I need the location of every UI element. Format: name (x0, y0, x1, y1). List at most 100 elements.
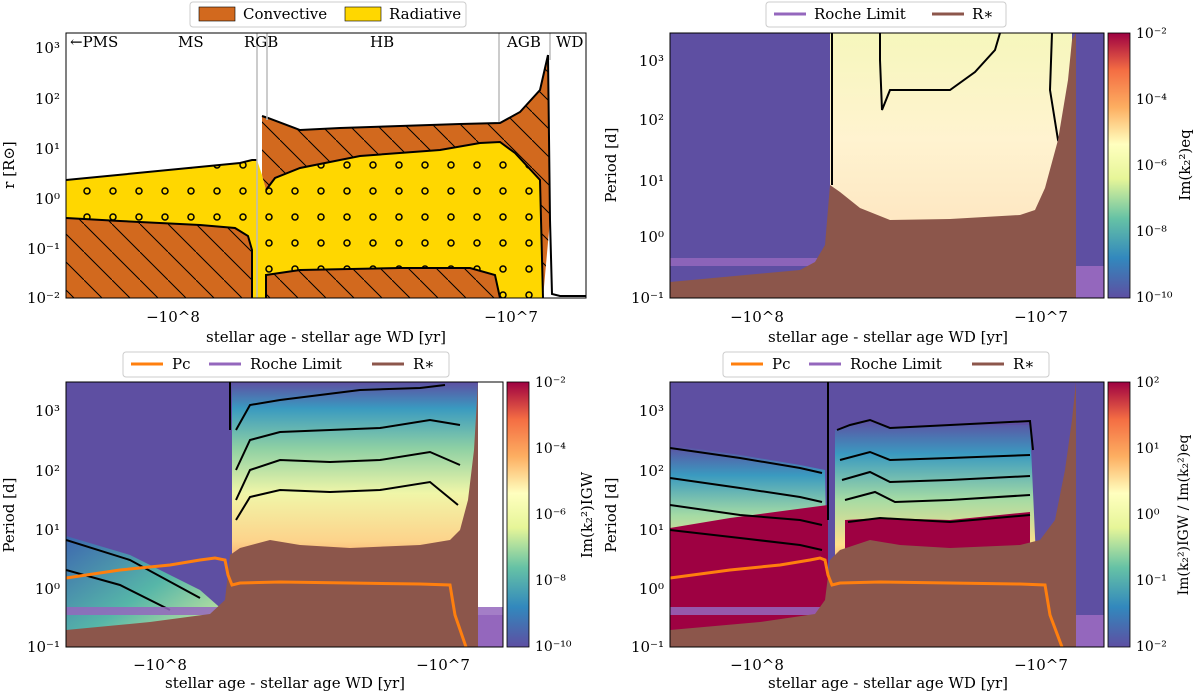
x-tick-label: −10^8 (730, 308, 784, 326)
y-tick-label: 10⁻¹ (631, 638, 664, 656)
y-tick-label: 10¹ (35, 140, 60, 158)
y-tick-label: 10⁰ (35, 190, 60, 208)
colorbar-label: Im(k₂²)IGW (578, 471, 596, 558)
wd-band (1076, 382, 1104, 647)
colorbar-tick: 10⁻⁶ (1136, 158, 1167, 174)
legend-box (765, 1, 1007, 28)
phase-label: AGB (506, 33, 541, 51)
legend-ratio: Pc Roche Limit R∗ (722, 351, 1050, 378)
y-tick-label: 10⁻¹ (27, 638, 60, 656)
y-tick-label: 10¹ (639, 521, 664, 539)
legend-eq: Roche Limit R∗ (765, 1, 1007, 28)
x-tick-label: −10^7 (1014, 308, 1068, 326)
x-axis-label: stellar age - stellar age WD [yr] (768, 328, 1008, 346)
phase-label: ←PMS (70, 33, 118, 51)
legend-label-convective: Convective (243, 5, 327, 23)
ratio-contour (670, 504, 823, 526)
phase-label: MS (178, 33, 204, 51)
panel-ratio: Pc Roche Limit R∗ (602, 351, 1192, 692)
colorbar-tick: 10⁻² (1136, 26, 1167, 42)
y-tick-label: 10⁻² (27, 289, 60, 307)
igw-gap (478, 382, 503, 637)
x-tick-label: −10^8 (133, 656, 187, 674)
legend-label-radius: R∗ (972, 5, 994, 23)
ratio-contour (670, 529, 823, 551)
ratio-contour (847, 514, 1031, 524)
colorbar-tick: 10¹ (1136, 441, 1159, 457)
wd-band (1076, 33, 1104, 298)
plot-area-igw (66, 382, 503, 647)
pc-line (670, 556, 1064, 647)
colorbar (1107, 32, 1131, 299)
x-tick-label: −10^7 (1014, 656, 1068, 674)
stellar-radius-fill (670, 33, 1076, 298)
legend-swatch-convective (198, 6, 236, 22)
axes-frame (65, 381, 504, 648)
ratio-contour (836, 418, 1034, 451)
legend-label-pc: Pc (172, 355, 191, 373)
axes-frame (669, 32, 1105, 299)
convective-core-ms-hatch (66, 218, 252, 298)
y-tick-label: 10³ (35, 39, 60, 57)
y-axis-label: Period [d] (0, 478, 18, 553)
igw-contour (235, 418, 461, 471)
y-tick-label: 10³ (639, 402, 664, 420)
y-tick-label: 10² (639, 111, 664, 129)
colorbar (506, 381, 530, 648)
legend-box (122, 351, 450, 378)
pc-line (66, 556, 468, 647)
igw-contour (235, 450, 461, 501)
igw-contour (235, 384, 446, 431)
legend-label-roche: Roche Limit (250, 355, 342, 373)
colorbar-tick: 10⁻⁸ (1136, 224, 1167, 240)
ratio-contour (844, 490, 1031, 504)
legend-box (722, 351, 1050, 378)
plot-area-structure (66, 33, 586, 298)
legend-label-radiative: Radiative (389, 5, 461, 23)
colorbar-tick: 10⁻² (1136, 639, 1167, 655)
y-tick-label: 10⁰ (35, 580, 60, 598)
interface-line (265, 140, 544, 298)
colorbar-tick: 10⁻² (535, 375, 566, 391)
axes-frame (669, 381, 1105, 648)
wd-line (547, 54, 586, 297)
plot-area-ratio (670, 382, 1104, 647)
ratio-contour (839, 450, 1031, 462)
y-tick-label: 10² (35, 462, 60, 480)
colorbar-tick: 10⁻⁴ (1136, 92, 1167, 108)
y-tick-label: 10¹ (639, 172, 664, 190)
legend-label-radius: R∗ (413, 355, 435, 373)
legend-label-roche: Roche Limit (814, 5, 906, 23)
ratio-contour (841, 470, 1031, 484)
plot-area-eq (670, 33, 1104, 298)
y-axis-label: Period [d] (602, 478, 620, 553)
panel-structure: Convective Radiative (0, 1, 587, 346)
radius-line (66, 159, 257, 181)
colorbar (1107, 381, 1131, 648)
convective-core-hb-hatch (266, 268, 500, 298)
y-tick-label: 10⁰ (639, 228, 664, 246)
stellar-radius-fill (670, 382, 1076, 647)
colorbar-label: Im(k₂²)IGW / Im(k₂²)eq (1176, 435, 1192, 596)
phase-label: RGB (244, 33, 278, 51)
y-tick-label: 10² (639, 462, 664, 480)
legend-structure: Convective Radiative (189, 1, 467, 28)
y-axis-label: Period [d] (602, 128, 620, 203)
wd-roche-band (1076, 615, 1104, 647)
y-tick-label: 10³ (35, 402, 60, 420)
y-tick-label: 10³ (639, 52, 664, 70)
y-tick-label: 10⁰ (639, 580, 664, 598)
wd-roche-band (478, 615, 503, 647)
legend-label-pc: Pc (772, 355, 791, 373)
ratio-contour (670, 477, 823, 503)
y-tick-label: 10¹ (35, 521, 60, 539)
colorbar-tick: 10⁻¹ (1136, 573, 1167, 589)
x-axis-label: stellar age - stellar age WD [yr] (206, 328, 446, 346)
y-tick-label: 10² (35, 90, 60, 108)
x-axis-label: stellar age - stellar age WD [yr] (165, 674, 405, 692)
colorbar-tick: 10⁻⁶ (535, 507, 566, 523)
core-line-ms (66, 217, 253, 298)
colorbar-tick: 10⁻⁴ (535, 441, 566, 457)
colorbar-label: Im(k₂²)eq (1176, 129, 1194, 201)
